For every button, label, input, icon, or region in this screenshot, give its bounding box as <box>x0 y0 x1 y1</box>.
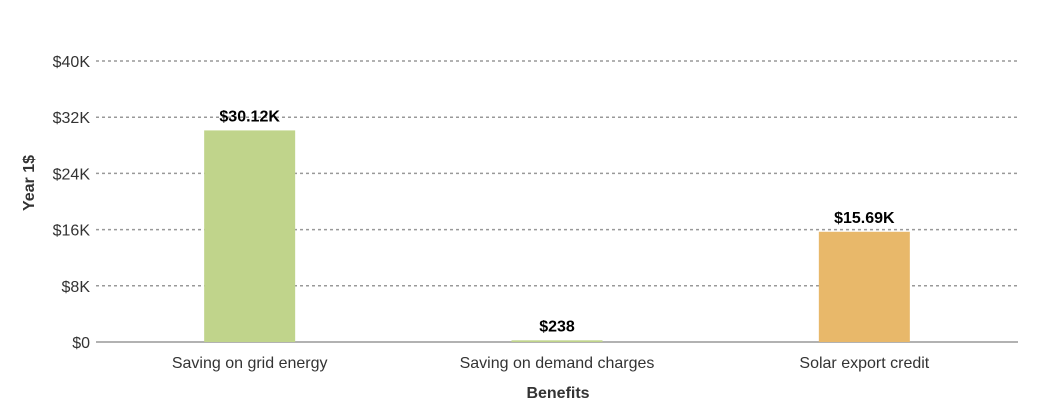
y-tick-label: $40K <box>53 54 91 71</box>
y-tick-label: $8K <box>62 279 91 296</box>
x-axis-title: Benefits <box>526 385 589 402</box>
y-tick-label: $24K <box>53 166 91 183</box>
data-label: $30.12K <box>219 108 280 125</box>
data-label: $15.69K <box>834 210 895 227</box>
x-axis-ticks: Saving on grid energy Saving on demand ch… <box>172 355 930 372</box>
x-tick-label: Solar export credit <box>799 355 929 372</box>
bars <box>204 130 910 342</box>
y-axis-ticks: $0 $8K $16K $24K $32K $40K <box>53 54 91 352</box>
x-tick-label: Saving on grid energy <box>172 355 328 372</box>
y-axis-title: Year 1$ <box>21 155 38 211</box>
x-tick-label: Saving on demand charges <box>460 355 655 372</box>
data-labels: $30.12K $238 $15.69K <box>219 108 895 335</box>
data-label: $238 <box>539 318 575 335</box>
y-tick-label: $16K <box>53 223 91 240</box>
bar <box>204 130 296 342</box>
y-tick-label: $0 <box>72 335 90 352</box>
bar <box>818 231 910 342</box>
y-tick-label: $32K <box>53 110 91 127</box>
bar <box>511 340 603 342</box>
